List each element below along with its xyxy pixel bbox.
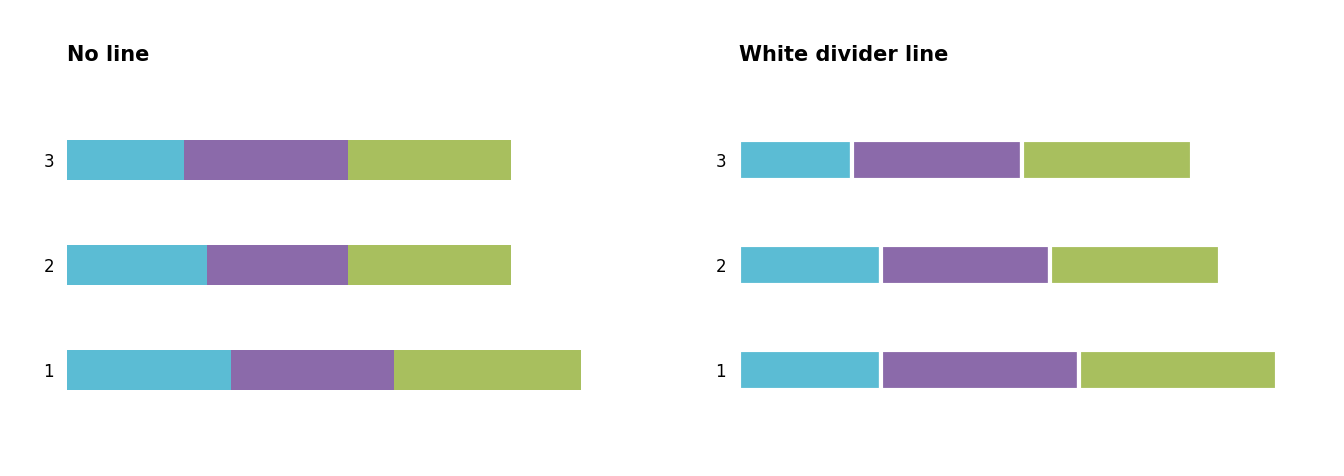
Bar: [231, 350, 394, 390]
Bar: [348, 245, 511, 285]
Bar: [1051, 245, 1220, 285]
Bar: [67, 245, 207, 285]
Bar: [67, 140, 184, 179]
Text: White divider line: White divider line: [739, 46, 949, 66]
Bar: [880, 350, 1079, 390]
Bar: [207, 245, 348, 285]
Bar: [880, 245, 1051, 285]
Bar: [184, 140, 348, 179]
Bar: [348, 140, 511, 179]
Bar: [394, 350, 582, 390]
Text: No line: No line: [67, 46, 149, 66]
Bar: [852, 140, 1023, 179]
Bar: [739, 245, 880, 285]
Bar: [739, 350, 880, 390]
Bar: [67, 350, 231, 390]
Bar: [1023, 140, 1192, 179]
Bar: [1079, 350, 1277, 390]
Bar: [739, 140, 852, 179]
